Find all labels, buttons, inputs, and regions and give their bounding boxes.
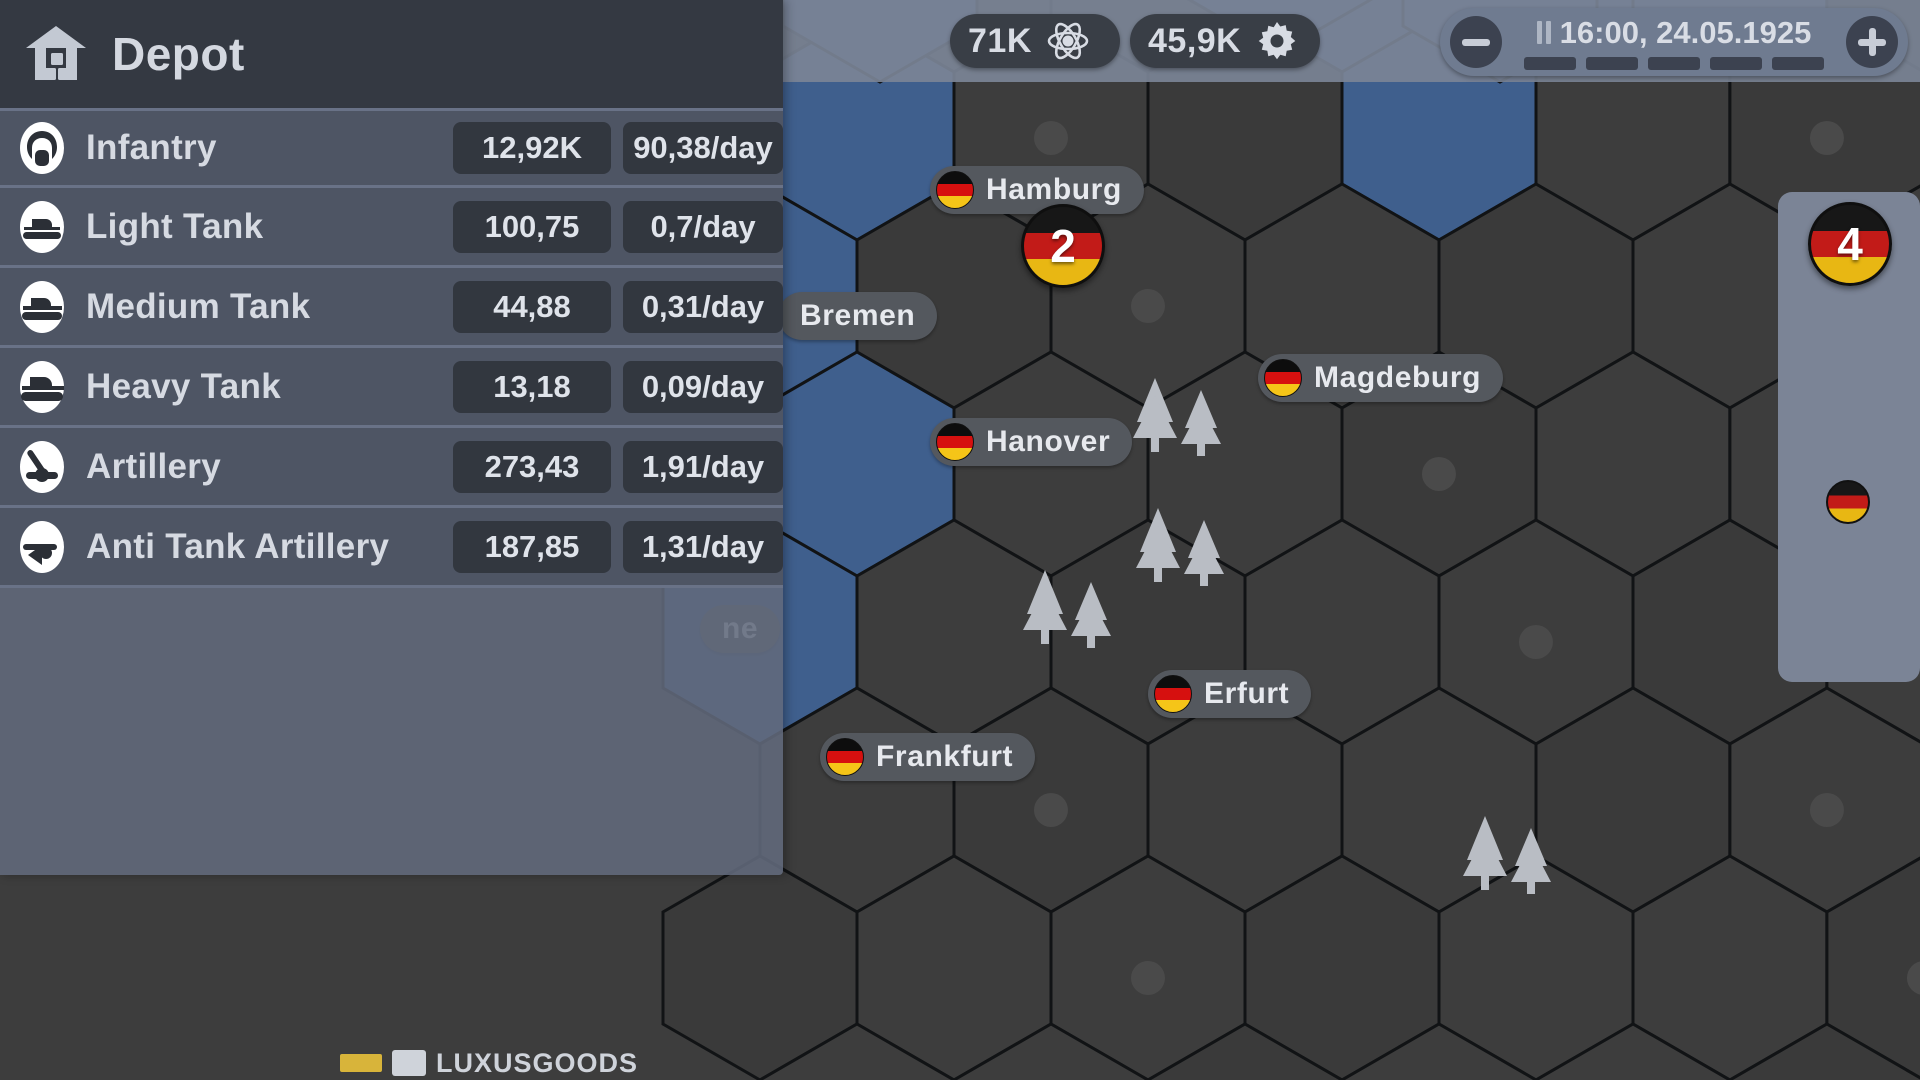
city-label-erfurt[interactable]: Erfurt (1148, 670, 1312, 718)
city-label-hamburg[interactable]: Hamburg (930, 166, 1144, 214)
unit-rate: 0,31/day (623, 280, 783, 333)
forest-icon (1133, 378, 1221, 456)
unit-rate: 0,7/day (623, 200, 783, 253)
depot-row-artillery[interactable]: Artillery 273,43 1,91/day (0, 428, 783, 508)
datetime-text: 16:00, 24.05.1925 (1559, 14, 1812, 50)
flag-germany-icon (1154, 675, 1192, 713)
speed-indicator[interactable] (1524, 56, 1824, 70)
forest-icon (1136, 508, 1224, 586)
speed-increase-button[interactable] (1846, 16, 1898, 68)
infantry-icon (20, 122, 64, 174)
city-label-bremen[interactable]: Bremen (778, 292, 938, 340)
unit-amount: 12,92K (453, 122, 611, 174)
speed-decrease-button[interactable] (1450, 16, 1502, 68)
time-display-group: 16:00, 24.05.1925 (1512, 15, 1836, 70)
unit-name: Infantry (86, 128, 217, 167)
unit-rate: 1,31/day (623, 520, 783, 573)
unit-rate: 0,09/day (623, 360, 783, 413)
unit-amount: 273,43 (453, 440, 611, 493)
unit-amount: 100,75 (453, 200, 611, 253)
artillery-icon (20, 440, 64, 493)
depot-warehouse-icon (26, 26, 86, 80)
city-name: Magdeburg (1314, 361, 1482, 394)
heavy-tank-icon (20, 360, 64, 413)
panel-title: Depot (112, 28, 245, 80)
depot-panel[interactable]: Depot Infantry 12,92K 90,38/day Light Ta… (0, 0, 783, 875)
forest-icon (1463, 816, 1551, 894)
research-indicator[interactable]: 71K (950, 14, 1120, 68)
speed-segment[interactable] (1648, 56, 1700, 70)
time-control-panel[interactable]: 16:00, 24.05.1925 (1440, 8, 1908, 76)
depot-row-infantry[interactable]: Infantry 12,92K 90,38/day (0, 108, 783, 188)
resource-swatch-gold (340, 1054, 382, 1072)
flag-germany-icon (936, 171, 974, 209)
city-label-hanover[interactable]: Hanover (930, 418, 1133, 466)
speed-segment[interactable] (1772, 56, 1824, 70)
unit-count: 4 (1837, 218, 1863, 270)
depot-row-heavy-tank[interactable]: Heavy Tank 13,18 0,09/day (0, 348, 783, 428)
gear-icon (1258, 22, 1296, 60)
flag-germany-icon (1826, 480, 1870, 524)
resource-swatch-grey (392, 1050, 426, 1076)
unit-name: Light Tank (86, 206, 264, 246)
unit-rate: 1,91/day (623, 440, 783, 493)
unit-name: Artillery (86, 446, 221, 486)
game-datetime: 16:00, 24.05.1925 (1536, 14, 1812, 51)
bottom-resource-bar[interactable]: LUXUSGOODS (0, 1046, 638, 1080)
unit-name: Medium Tank (86, 286, 311, 326)
depot-row-list: Infantry 12,92K 90,38/day Light Tank 100… (0, 108, 783, 588)
anti-tank-artillery-icon (20, 520, 64, 573)
flag-germany-icon (826, 738, 864, 776)
city-name: Bremen (800, 299, 916, 332)
city-label-magdeburg[interactable]: Magdeburg (1258, 354, 1504, 402)
city-name: Frankfurt (876, 740, 1014, 773)
unit-amount: 13,18 (453, 360, 611, 413)
forest-icon (1023, 570, 1111, 648)
medium-tank-icon (20, 280, 64, 333)
pause-icon[interactable] (1536, 21, 1551, 44)
bottom-bar-label: LUXUSGOODS (436, 1047, 639, 1078)
unit-name: Heavy Tank (86, 366, 281, 406)
research-value: 71K (968, 21, 1032, 60)
atom-icon (1047, 22, 1089, 60)
production-value: 45,9K (1148, 21, 1242, 60)
depot-header: Depot (0, 0, 783, 108)
unit-stack-marker[interactable]: 2 (1021, 204, 1105, 288)
speed-segment[interactable] (1524, 56, 1576, 70)
army-side-panel[interactable]: 4 (1778, 192, 1920, 682)
city-name: Hanover (986, 425, 1111, 458)
unit-rate: 90,38/day (623, 122, 783, 174)
light-tank-icon (20, 200, 64, 253)
flag-germany-icon: 4 (1808, 202, 1892, 286)
flag-germany-icon (1264, 359, 1302, 397)
unit-amount: 187,85 (453, 520, 611, 573)
speed-segment[interactable] (1586, 56, 1638, 70)
flag-germany-icon (936, 423, 974, 461)
city-label-frankfurt[interactable]: Frankfurt (820, 733, 1036, 781)
depot-row-light-tank[interactable]: Light Tank 100,75 0,7/day (0, 188, 783, 268)
unit-name: Anti Tank Artillery (86, 526, 390, 566)
city-name: Hamburg (986, 173, 1122, 206)
depot-row-anti-tank-artillery[interactable]: Anti Tank Artillery 187,85 1,31/day (0, 508, 783, 588)
unit-amount: 44,88 (453, 280, 611, 333)
speed-segment[interactable] (1710, 56, 1762, 70)
production-indicator[interactable]: 45,9K (1130, 14, 1320, 68)
city-name: Erfurt (1204, 677, 1290, 710)
depot-row-medium-tank[interactable]: Medium Tank 44,88 0,31/day (0, 268, 783, 348)
unit-count: 2 (1050, 220, 1076, 272)
flag-germany-icon: 2 (1021, 204, 1105, 288)
